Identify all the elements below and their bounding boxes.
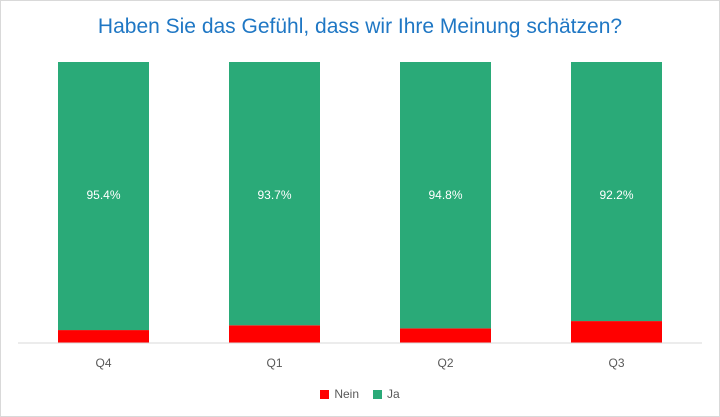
bar-ja-q1 — [229, 62, 320, 326]
bar-ja-q2 — [400, 62, 491, 329]
x-tick-label-q1: Q1 — [266, 356, 282, 370]
data-label-ja-q1: 93.7% — [257, 188, 291, 202]
bar-nein-q4 — [58, 330, 149, 343]
bar-nein-q2 — [400, 328, 491, 343]
x-tick-label-q3: Q3 — [608, 356, 624, 370]
legend: Nein Ja — [1, 387, 719, 401]
legend-item-ja: Ja — [373, 387, 400, 401]
x-tick-label-q2: Q2 — [437, 356, 453, 370]
data-label-ja-q2: 94.8% — [428, 188, 462, 202]
bar-nein-q3 — [571, 321, 662, 343]
x-tick-label-q4: Q4 — [95, 356, 111, 370]
legend-label-ja: Ja — [387, 387, 400, 401]
legend-label-nein: Nein — [334, 387, 359, 401]
bar-nein-q1 — [229, 325, 320, 343]
data-label-ja-q4: 95.4% — [86, 188, 120, 202]
data-label-ja-q3: 92.2% — [599, 188, 633, 202]
bar-ja-q3 — [571, 62, 662, 322]
legend-swatch-ja — [373, 389, 382, 399]
legend-item-nein: Nein — [320, 387, 359, 401]
legend-swatch-nein — [320, 389, 330, 399]
bar-ja-q4 — [58, 62, 149, 331]
chart-title: Haben Sie das Gefühl, dass wir Ihre Mein… — [97, 15, 623, 38]
